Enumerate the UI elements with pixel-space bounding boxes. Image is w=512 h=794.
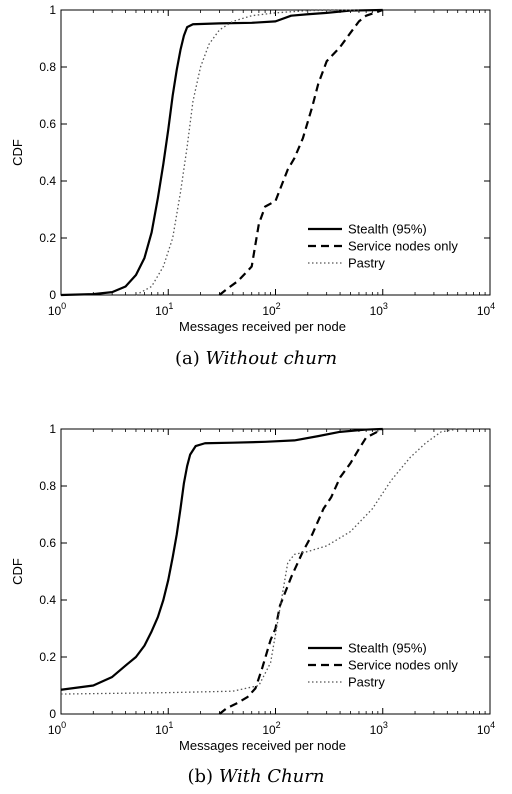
y-tick-label: 0.8 <box>39 60 56 74</box>
y-tick-label: 1 <box>49 422 56 436</box>
legend-label: Pastry <box>348 256 385 271</box>
y-tick-label: 1 <box>49 3 56 17</box>
legend-label: Service nodes only <box>348 658 458 673</box>
legend-label: Stealth (95%) <box>348 641 427 656</box>
series-line-solid <box>60 427 383 691</box>
y-tick-label: 0.2 <box>39 650 56 664</box>
legend-label: Service nodes only <box>348 239 458 254</box>
y-tick-label: 0.8 <box>39 479 56 493</box>
y-axis-label: CDF <box>10 139 25 166</box>
legend: Stealth (95%) Service nodes only Pastry <box>308 641 458 690</box>
y-tick-label: 0.4 <box>39 593 56 607</box>
y-tick-label: 0.4 <box>39 174 56 188</box>
y-axis-label: CDF <box>10 558 25 585</box>
chart-panel-1: 100 101 102 103 104 0 0.2 0.4 0.6 0.8 1 Messages re… <box>10 3 495 369</box>
y-tick-label: 0.6 <box>39 536 56 550</box>
series-line-dotted <box>135 9 359 296</box>
y-tick-label: 0.6 <box>39 117 56 131</box>
x-axis-label: Messages received per node <box>179 738 346 753</box>
series-line-dashed <box>218 8 384 296</box>
x-tick-label: 103 <box>370 301 388 318</box>
figure-caption: (a) Without churn <box>175 348 337 369</box>
x-tick-label: 102 <box>262 301 280 318</box>
x-tick-label: 101 <box>155 720 173 737</box>
x-tick-label: 104 <box>477 720 495 737</box>
figure-caption: (b) With Churn <box>188 766 325 787</box>
legend-label: Stealth (95%) <box>348 222 427 237</box>
x-tick-label: 102 <box>262 720 280 737</box>
x-tick-label: 100 <box>48 301 66 318</box>
x-axis-label: Messages received per node <box>179 319 346 334</box>
y-tick-label: 0 <box>49 707 56 721</box>
legend: Stealth (95%) Service nodes only Pastry <box>308 222 458 271</box>
legend-label: Pastry <box>348 675 385 690</box>
y-tick-label: 0.2 <box>39 231 56 245</box>
x-tick-label: 100 <box>48 720 66 737</box>
x-tick-label: 103 <box>370 720 388 737</box>
x-tick-label: 101 <box>155 301 173 318</box>
series-line-solid <box>60 8 383 297</box>
series-line-dashed <box>218 428 384 715</box>
x-tick-label: 104 <box>477 301 495 318</box>
y-tick-label: 0 <box>49 288 56 302</box>
chart-panel-2: 100 101 102 103 104 0 0.2 0.4 0.6 0.8 1 Messages re… <box>10 422 495 787</box>
